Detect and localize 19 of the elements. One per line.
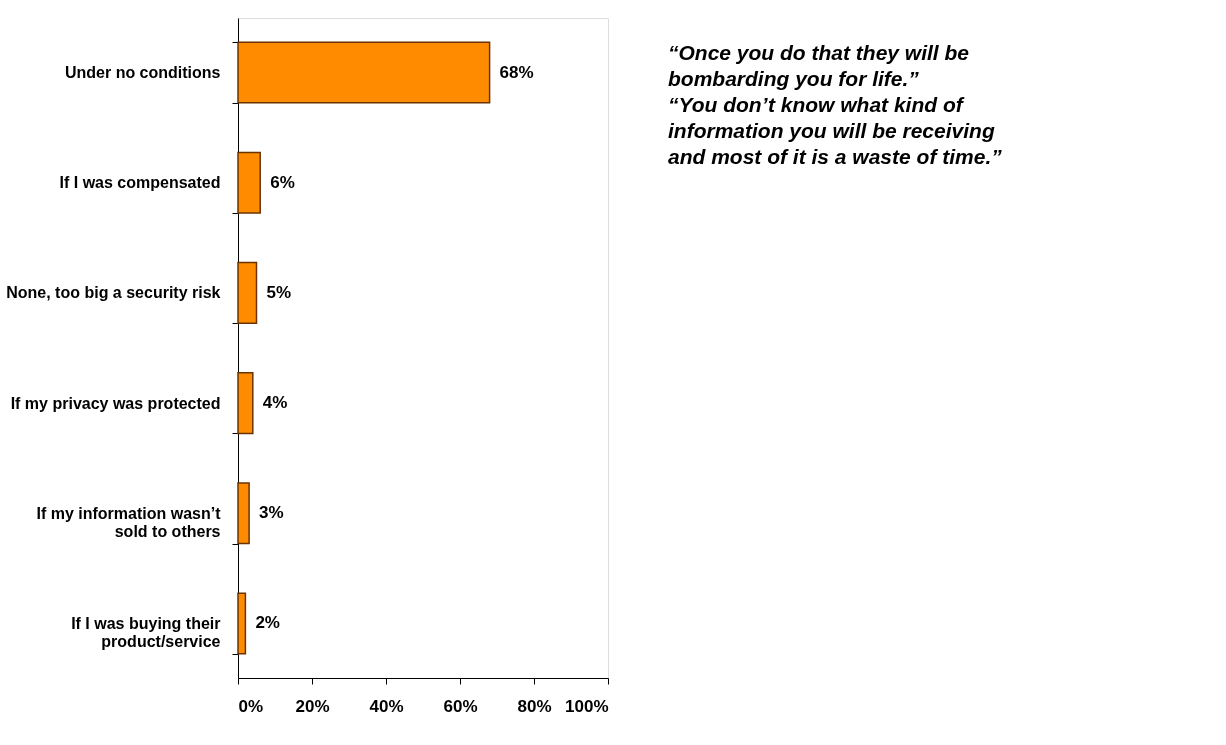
data-label: 6% [270, 172, 295, 192]
data-label: 4% [262, 393, 288, 413]
y-tick-label: If my privacy was protected [10, 394, 221, 412]
data-label: 5% [266, 282, 292, 302]
x-tick-label: 80% [517, 696, 552, 716]
y-tick-label: None, too big a security risk [6, 284, 221, 302]
data-label: 68% [499, 62, 534, 82]
data-label: 3% [259, 503, 284, 523]
x-tick-label: 60% [443, 696, 478, 716]
x-tick-label: 20% [295, 696, 330, 716]
y-tick-label: If my information wasn’t sold to others [36, 504, 222, 540]
x-tick-label: 100% [565, 696, 609, 716]
x-tick-label: 40% [369, 696, 404, 716]
text: “Once you do that they will be bombarding you for life.” “You don’t know what kind of information you will be receiving and most of it is a waste of time.” [668, 41, 1003, 168]
y-tick-label: If I was buying their product/service [71, 614, 221, 650]
x-tick-label: 0% [238, 696, 264, 716]
y-tick-label: Under no conditions [64, 64, 221, 82]
y-tick-label: If I was compensated [59, 174, 221, 192]
data-label: 2% [255, 613, 280, 633]
